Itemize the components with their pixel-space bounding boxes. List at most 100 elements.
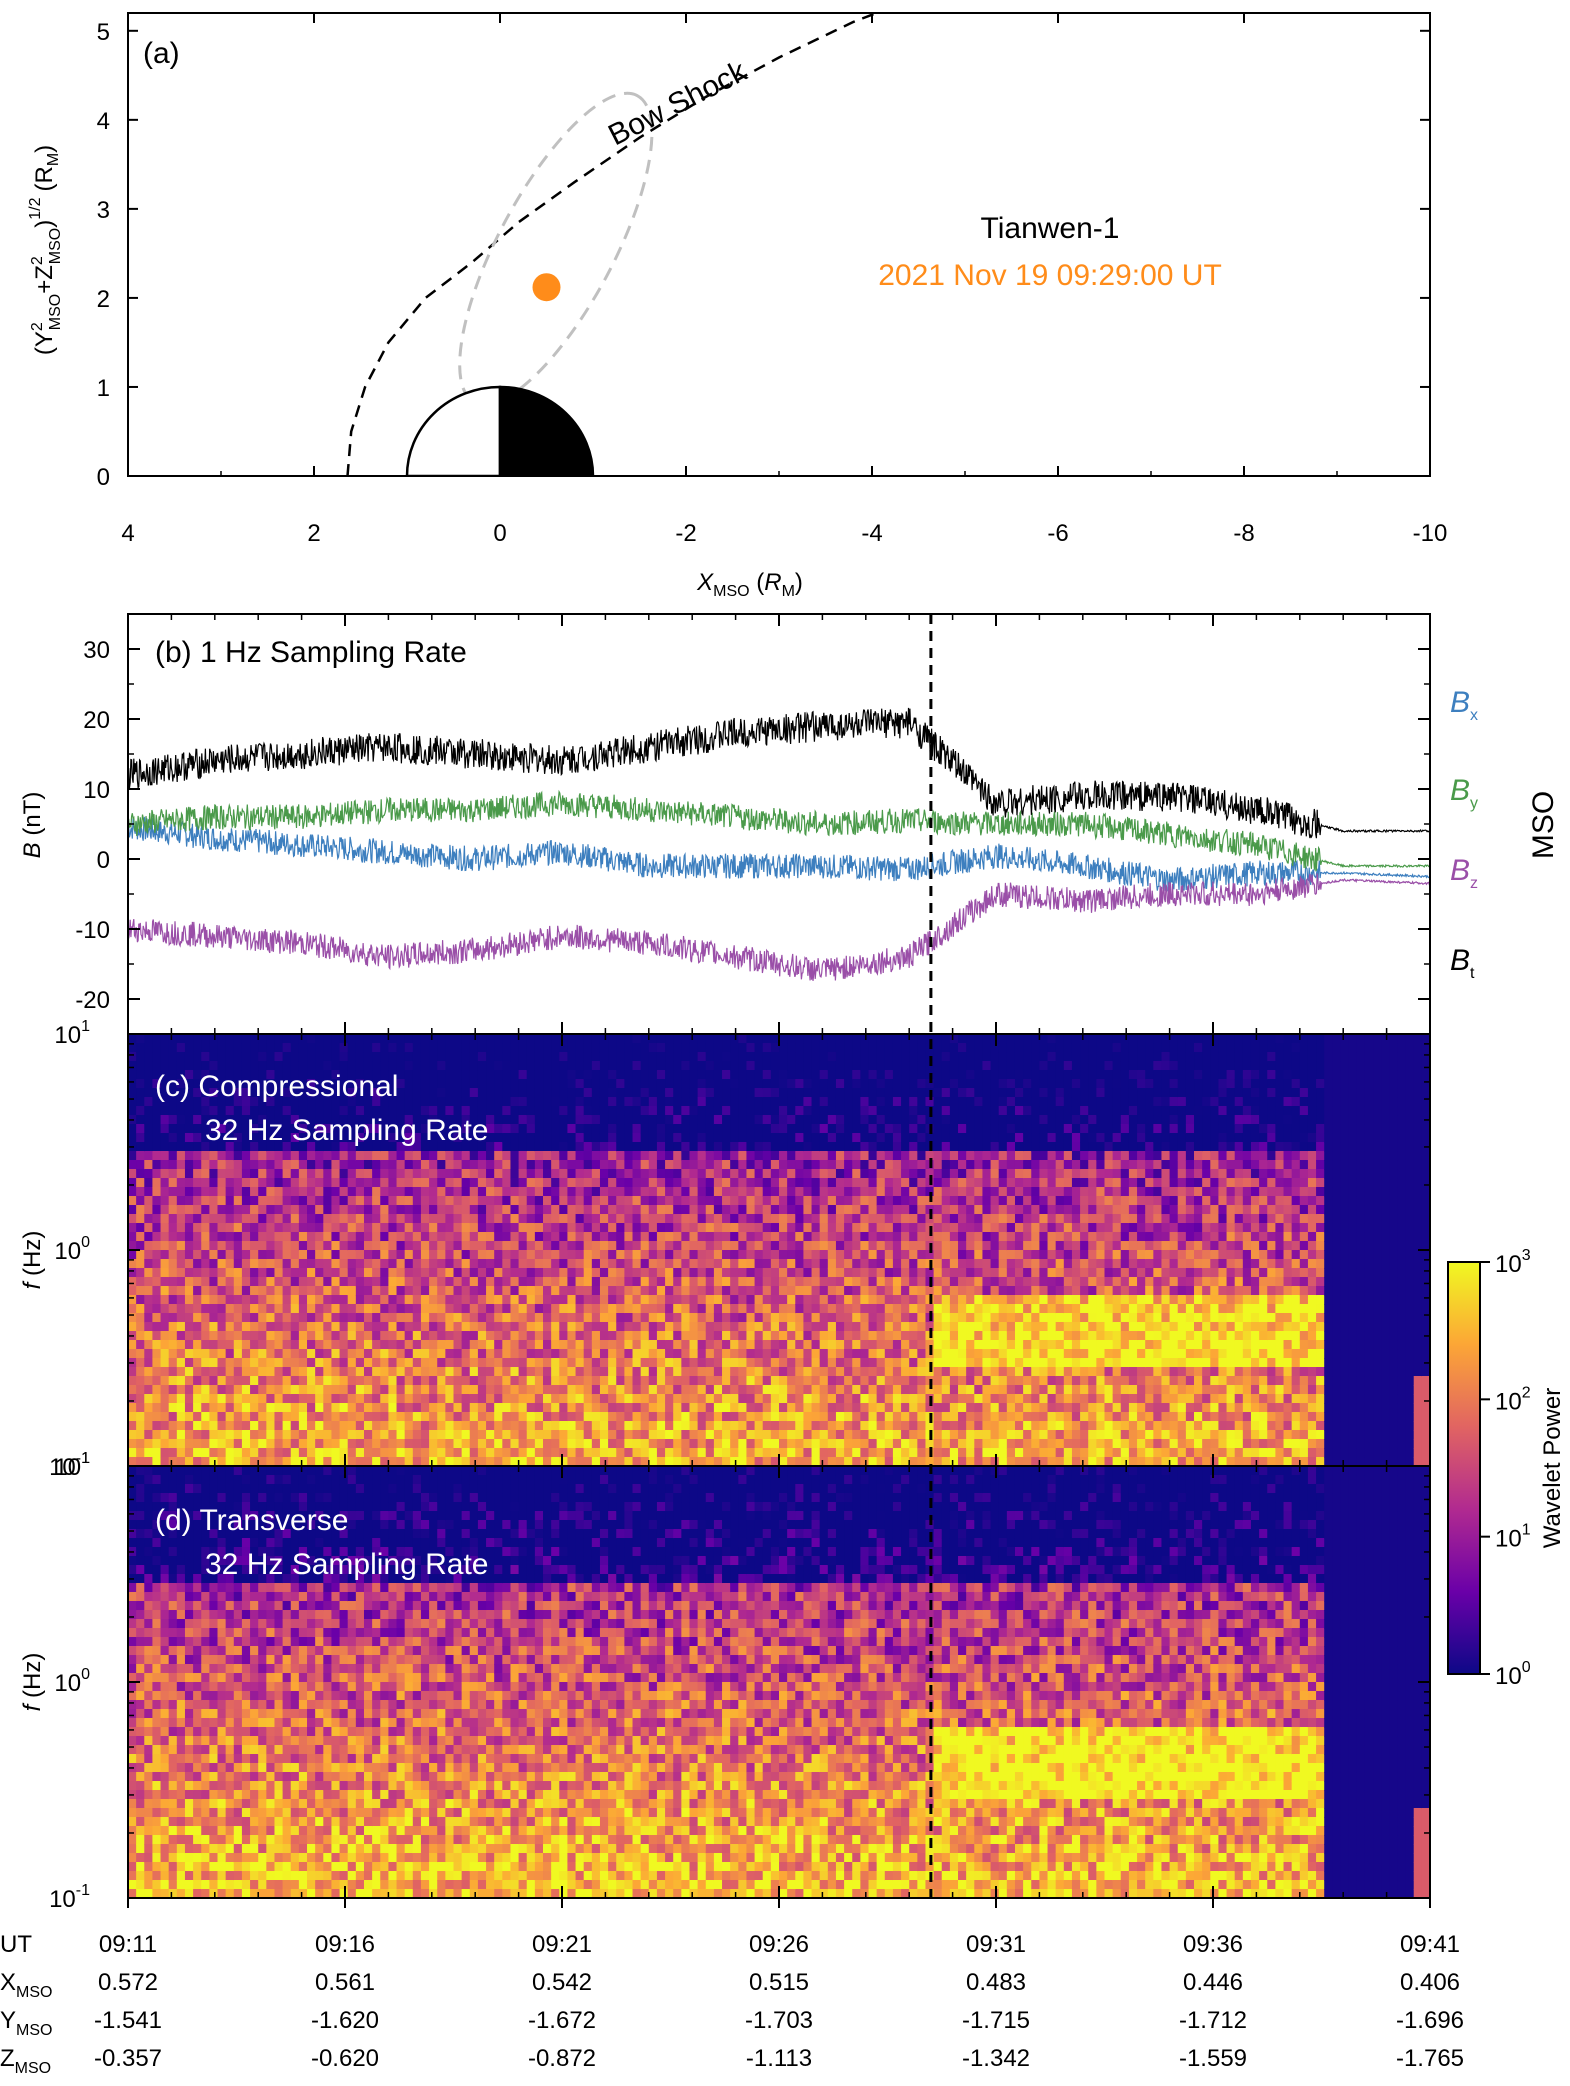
heat-cell bbox=[689, 1034, 699, 1044]
heat-cell bbox=[258, 1259, 267, 1269]
heat-cell bbox=[762, 1088, 772, 1098]
heat-cell bbox=[176, 1421, 186, 1431]
heat-cell bbox=[835, 1133, 845, 1143]
heat-cell bbox=[502, 1286, 512, 1296]
heat-cell bbox=[241, 1457, 251, 1467]
heat-cell bbox=[795, 1403, 805, 1413]
heat-cell bbox=[241, 1313, 251, 1323]
heat-cell bbox=[681, 1241, 691, 1251]
heat-cell bbox=[429, 1313, 438, 1323]
heat-cell bbox=[575, 1205, 585, 1215]
heat-cell bbox=[730, 1106, 739, 1116]
heat-cell bbox=[559, 1196, 569, 1206]
heat-cell bbox=[835, 1349, 845, 1359]
heat-cell bbox=[494, 1043, 503, 1053]
heat-cell bbox=[551, 1457, 560, 1467]
heat-cell bbox=[632, 1259, 642, 1269]
heat-cell bbox=[705, 1403, 715, 1413]
heat-cell bbox=[193, 1268, 202, 1278]
heat-cell bbox=[665, 1115, 674, 1125]
heat-cell bbox=[339, 1196, 349, 1206]
heat-cell bbox=[136, 1061, 145, 1071]
heat-cell bbox=[469, 1205, 479, 1215]
heat-cell bbox=[901, 1169, 910, 1179]
heat-cell bbox=[502, 1322, 512, 1332]
heat-cell bbox=[624, 1394, 634, 1404]
heat-cell bbox=[599, 1277, 609, 1287]
heat-cell bbox=[551, 1313, 560, 1323]
heat-cell bbox=[722, 1430, 731, 1440]
heat-cell bbox=[339, 1133, 349, 1143]
heat-cell bbox=[575, 1358, 585, 1368]
heat-cell bbox=[347, 1061, 357, 1071]
heat-cell bbox=[412, 1304, 422, 1314]
heat-cell bbox=[323, 1259, 333, 1269]
heat-cell bbox=[591, 1421, 601, 1431]
heat-cell bbox=[136, 1439, 145, 1449]
heat-cell bbox=[412, 1241, 422, 1251]
heat-cell bbox=[176, 1151, 186, 1161]
heat-cell bbox=[388, 1034, 398, 1044]
heat-cell bbox=[722, 1196, 731, 1206]
heat-cell bbox=[355, 1394, 365, 1404]
heat-cell bbox=[128, 1313, 137, 1323]
heat-cell bbox=[673, 1358, 682, 1368]
heat-cell bbox=[852, 1241, 861, 1251]
heat-cell bbox=[266, 1439, 276, 1449]
heat-cell bbox=[461, 1277, 471, 1287]
heat-cell bbox=[461, 1394, 471, 1404]
heat-cell bbox=[298, 1439, 308, 1449]
heat-cell bbox=[241, 1394, 251, 1404]
heat-cell bbox=[510, 1376, 520, 1386]
heat-cell bbox=[429, 1079, 438, 1089]
heat-cell bbox=[567, 1178, 577, 1188]
heat-cell bbox=[217, 1313, 227, 1323]
heat-cell bbox=[526, 1124, 536, 1134]
heat-cell bbox=[876, 1268, 886, 1278]
heat-cell bbox=[762, 1349, 772, 1359]
heat-cell bbox=[258, 1241, 267, 1251]
heat-cell bbox=[323, 1205, 333, 1215]
heat-cell bbox=[477, 1106, 487, 1116]
heat-cell bbox=[152, 1277, 162, 1287]
heat-cell bbox=[575, 1286, 585, 1296]
heat-cell bbox=[803, 1385, 813, 1395]
heat-cell bbox=[917, 1268, 927, 1278]
heat-cell bbox=[713, 1070, 723, 1080]
heat-cell bbox=[152, 1367, 162, 1377]
heat-cell bbox=[648, 1034, 658, 1044]
heat-cell bbox=[372, 1340, 381, 1350]
heat-cell bbox=[217, 1457, 227, 1467]
heat-cell bbox=[681, 1097, 691, 1107]
heat-cell bbox=[363, 1160, 373, 1170]
heat-cell bbox=[128, 1322, 137, 1332]
heat-cell bbox=[892, 1439, 902, 1449]
heat-cell bbox=[583, 1142, 593, 1152]
heat-cell bbox=[608, 1223, 617, 1233]
heat-cell bbox=[738, 1223, 748, 1233]
heat-cell bbox=[380, 1430, 389, 1440]
heat-cell bbox=[591, 1403, 601, 1413]
heat-cell bbox=[323, 1133, 333, 1143]
heat-cell bbox=[616, 1043, 625, 1053]
heat-cell bbox=[933, 1241, 943, 1251]
heat-cell bbox=[746, 1439, 756, 1449]
heat-cell bbox=[518, 1394, 528, 1404]
heat-cell bbox=[225, 1448, 235, 1458]
heat-cell bbox=[640, 1412, 650, 1422]
heat-cell bbox=[608, 1205, 617, 1215]
heat-cell bbox=[583, 1241, 593, 1251]
heat-cell bbox=[770, 1448, 780, 1458]
heat-cell bbox=[176, 1394, 186, 1404]
heat-cell bbox=[193, 1241, 202, 1251]
heat-cell bbox=[494, 1178, 503, 1188]
heat-cell bbox=[315, 1214, 324, 1224]
heat-cell bbox=[144, 1394, 154, 1404]
heat-cell bbox=[852, 1160, 861, 1170]
heat-cell bbox=[469, 1313, 479, 1323]
heat-cell bbox=[420, 1448, 430, 1458]
heat-cell bbox=[128, 1097, 137, 1107]
heat-cell bbox=[160, 1061, 170, 1071]
heat-cell bbox=[217, 1394, 227, 1404]
